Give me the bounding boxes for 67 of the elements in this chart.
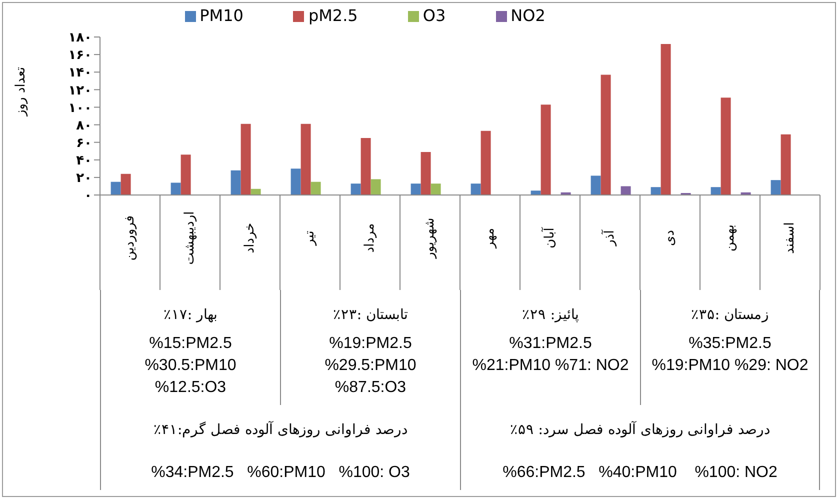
x-tick-label: دی <box>662 230 678 246</box>
bar <box>710 187 721 195</box>
text: تابستان :۲۳٪ <box>332 306 410 323</box>
bar <box>410 184 421 195</box>
text: %15:PM2.5 %30.5:PM10 %12.5:O3 <box>144 334 238 398</box>
y-tick-label: ۱۰۰ <box>68 100 92 116</box>
bar <box>770 180 781 195</box>
bar <box>110 182 121 195</box>
bar <box>120 174 131 195</box>
bar <box>620 186 631 195</box>
text: زمستان :۳۵٪ <box>690 306 770 323</box>
text: %66:PM2.5 %40:PM10 %100: NO2 <box>502 464 778 482</box>
y-tick-label: ۶۰ <box>76 136 92 151</box>
text: %34:PM2.5 %60:PM10 %100: O3 <box>150 464 411 482</box>
bar <box>780 134 791 195</box>
x-tick-label: اسفند <box>782 222 798 254</box>
bar <box>470 184 481 195</box>
bar <box>530 190 541 195</box>
x-tick-label: بهمن <box>722 224 738 252</box>
x-tick-label: اردیبهشت <box>182 211 198 265</box>
legend-label: O3 <box>422 6 446 25</box>
x-tick-label: آذر <box>600 228 618 247</box>
x-tick-label: خرداد <box>242 222 258 254</box>
y-axis-title: تعداد روز <box>14 66 29 117</box>
bar <box>370 179 381 195</box>
text: %35:PM2.5 %19:PM10 %29: NO2 <box>650 334 810 376</box>
bar <box>720 98 731 195</box>
bar <box>300 124 311 195</box>
legend-label: pM2.5 <box>308 6 358 25</box>
x-tick-label: مرداد <box>362 223 378 253</box>
legend-label: NO2 <box>510 6 546 25</box>
x-tick-label: فروردین <box>122 215 138 261</box>
bar <box>430 184 441 195</box>
x-tick-label: مهر <box>482 228 498 250</box>
bar <box>230 170 241 195</box>
x-tick-label: تیر <box>302 230 318 246</box>
bar <box>170 182 181 195</box>
bar <box>310 182 321 195</box>
y-tick-label: ۲۰ <box>76 171 92 186</box>
y-tick-label: ۱۴۰ <box>68 66 92 81</box>
text: درصد فراوانی روزهای آلوده فصل سرد: ۵۹٪ <box>508 421 772 438</box>
text: %31:PM2.5 %21:PM10 %71: NO2 <box>471 334 630 376</box>
y-tick-label: ۱۸۰ <box>68 30 92 46</box>
x-tick-label: شهریور <box>422 218 438 260</box>
y-tick-label: ۰ <box>84 188 92 204</box>
bar <box>600 74 611 195</box>
text: %19:PM2.5 %29.5:PM10 %87.5:O3 <box>324 334 418 398</box>
bar <box>360 138 371 195</box>
bar <box>540 104 551 195</box>
y-tick-label: ۸۰ <box>76 118 92 134</box>
bar <box>180 154 191 195</box>
y-tick-label: ۱۶۰ <box>68 48 92 64</box>
y-tick-label: ۱۲۰ <box>68 83 92 98</box>
bar <box>350 184 361 195</box>
text: درصد فراوانی روزهای آلوده فصل گرم:۴۱٪ <box>152 421 408 438</box>
x-tick-label: آبان <box>540 226 558 248</box>
y-tick-label: ۴۰ <box>76 154 92 169</box>
bar <box>590 176 601 195</box>
bar <box>420 152 431 195</box>
bar <box>240 124 251 195</box>
text: پائیز: ۲۹٪ <box>520 306 580 323</box>
text: بهار :۱۷٪ <box>162 306 219 323</box>
legend-label: PM10 <box>200 6 244 25</box>
bar <box>290 168 301 195</box>
bar <box>480 130 491 195</box>
bar <box>660 44 671 195</box>
bar <box>650 187 661 195</box>
